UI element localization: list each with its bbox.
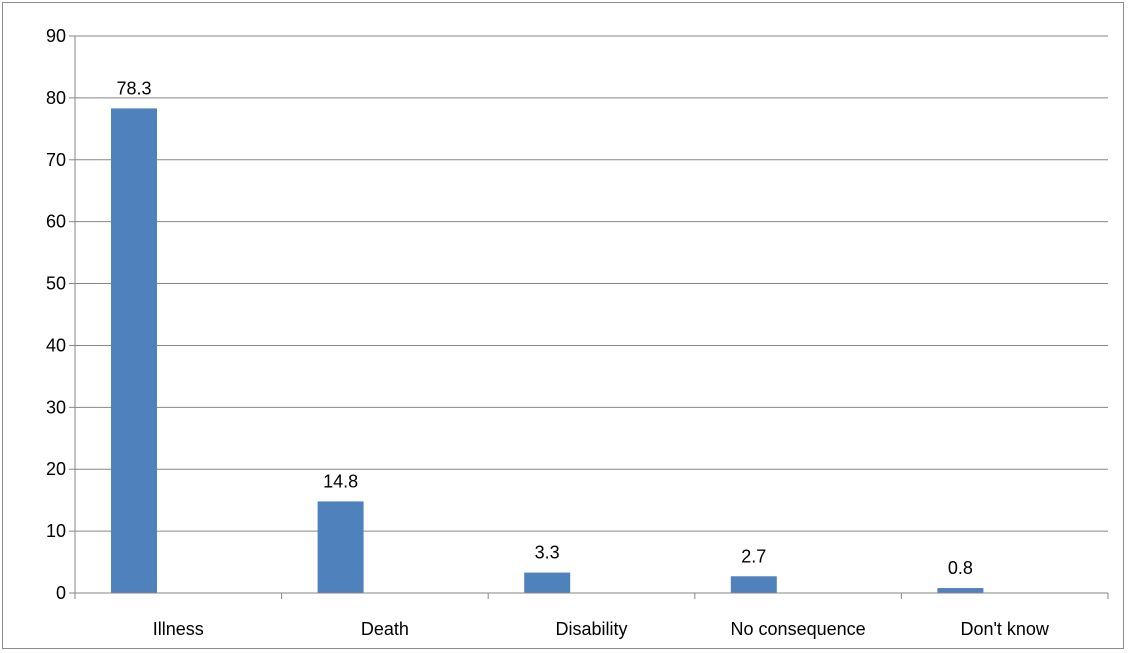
- gridlines: [69, 35, 1108, 594]
- y-tick-label: 20: [46, 459, 66, 479]
- bar: [111, 108, 157, 593]
- y-tick-label: 0: [56, 583, 66, 603]
- data-label: 78.3: [116, 78, 151, 98]
- category-labels: Illness Death Disability No consequence Don'…: [153, 619, 1050, 639]
- y-tick-label: 60: [46, 212, 66, 232]
- category-label: No consequence: [731, 619, 866, 639]
- data-label: 2.7: [741, 546, 766, 566]
- bar: [524, 572, 571, 593]
- y-tick-label: 70: [46, 150, 66, 170]
- category-label: Disability: [555, 619, 627, 639]
- category-label: Illness: [153, 619, 204, 639]
- y-tick-label: 80: [46, 88, 66, 108]
- bars: [111, 108, 984, 593]
- y-tick-label: 30: [46, 397, 66, 417]
- x-tick-marks: [74, 593, 1109, 599]
- category-label: Death: [361, 619, 409, 639]
- data-label: 14.8: [323, 471, 358, 491]
- y-tick-label: 90: [46, 26, 66, 46]
- bar: [937, 588, 984, 593]
- category-label: Don't know: [960, 619, 1049, 639]
- data-label: 0.8: [948, 558, 973, 578]
- y-tick-labels: 0 10 20 30 40 50 60 70 80 90: [46, 26, 66, 603]
- axes: [74, 36, 1108, 594]
- y-tick-label: 40: [46, 335, 66, 355]
- bar: [317, 501, 364, 593]
- y-tick-label: 10: [46, 521, 66, 541]
- data-label: 3.3: [535, 543, 560, 563]
- y-tick-label: 50: [46, 274, 66, 294]
- bar: [730, 576, 777, 593]
- data-labels: 78.3 14.8 3.3 2.7 0.8: [116, 78, 972, 578]
